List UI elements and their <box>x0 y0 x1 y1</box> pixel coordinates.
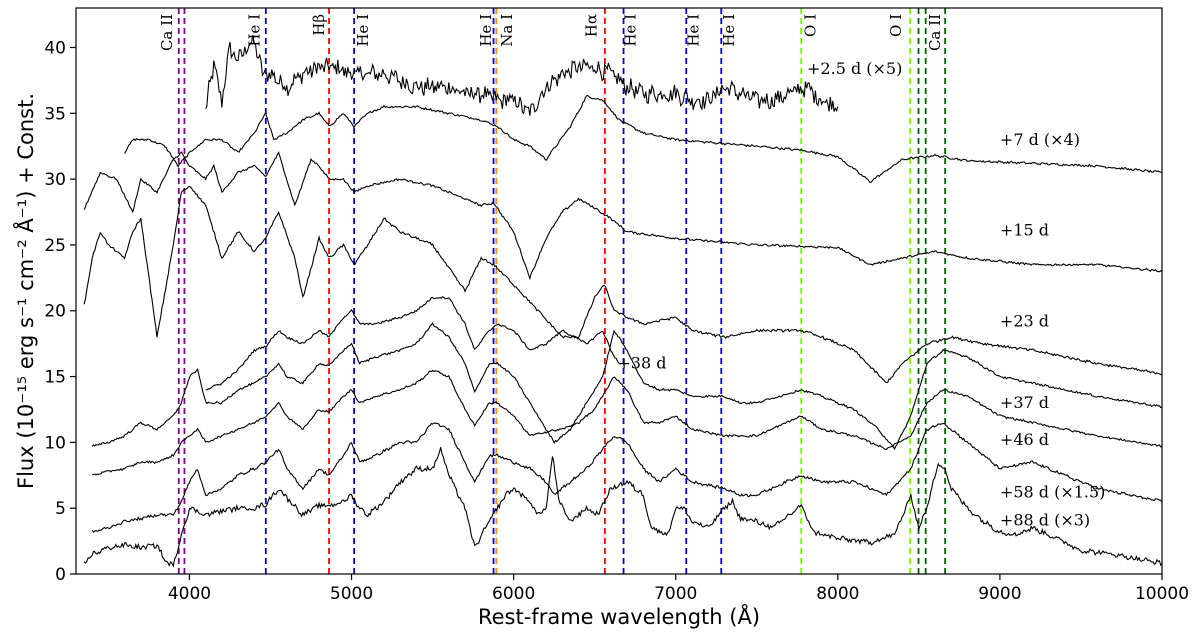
line-id-label: He I <box>477 14 495 47</box>
line-id-label: Ca II <box>926 14 944 51</box>
line-id-label: He I <box>245 14 263 47</box>
x-tick-label: 6000 <box>492 584 535 604</box>
line-id-label: Hβ <box>310 14 328 36</box>
spectrum-line <box>91 422 1163 534</box>
spectrum-line <box>205 295 620 391</box>
y-tick-label: 5 <box>55 499 66 519</box>
y-tick-label: 0 <box>55 565 66 585</box>
spectrum-line <box>83 185 1163 384</box>
y-tick-label: 15 <box>44 368 66 388</box>
spectra-epoch-labels: +2.5 d (×5) +7 d (×4) +15 d +23 d +38 d +37 d… <box>617 59 1105 529</box>
spectrum-line <box>83 151 1163 281</box>
y-tick-label: 35 <box>44 104 66 124</box>
line-identification-markers <box>177 8 947 574</box>
spectrum-epoch-label: +58 d (×1.5) <box>1000 483 1106 502</box>
spectrum-line <box>83 447 1163 568</box>
y-axis: 0 5 10 15 20 25 30 35 40 <box>44 38 76 585</box>
x-axis: 4000 5000 6000 7000 8000 9000 10000 <box>168 574 1189 604</box>
line-id-label: O I <box>801 14 819 37</box>
spectrum-epoch-label: +37 d <box>1000 393 1049 412</box>
spectrum-epoch-label: +23 d <box>1000 312 1049 331</box>
spectrum-line <box>124 94 1163 184</box>
x-tick-label: 7000 <box>654 584 697 604</box>
spectrum-line <box>91 322 1163 451</box>
line-id-label: He I <box>621 14 639 47</box>
spectrum-line <box>92 369 1163 476</box>
y-tick-label: 10 <box>44 433 66 453</box>
x-tick-label: 10000 <box>1135 584 1189 604</box>
x-tick-label: 8000 <box>816 584 859 604</box>
spectrum-epoch-label: +15 d <box>1000 221 1049 240</box>
line-id-label: Hα <box>582 14 600 37</box>
line-id-label: Ca II <box>158 14 176 51</box>
spectrum-epoch-label: +38 d <box>617 354 666 373</box>
spectrum-epoch-label: +7 d (×4) <box>1000 130 1080 149</box>
line-id-label: He I <box>720 14 738 47</box>
spectrum-epoch-label: +46 d <box>1000 430 1049 449</box>
y-tick-label: 20 <box>44 302 66 322</box>
x-tick-label: 4000 <box>168 584 211 604</box>
y-tick-label: 30 <box>44 170 66 190</box>
x-tick-label: 5000 <box>330 584 373 604</box>
spectrum-epoch-label: +88 d (×3) <box>1000 510 1090 529</box>
x-axis-title: Rest-frame wavelength (Å) <box>478 603 760 629</box>
spectrum-line <box>205 34 839 116</box>
y-axis-title: Flux (10⁻¹⁵ erg s⁻¹ cm⁻² Å⁻¹) + Const. <box>12 93 38 489</box>
line-id-label: O I <box>887 14 905 37</box>
line-id-label: Na I <box>498 14 516 47</box>
x-tick-label: 9000 <box>978 584 1021 604</box>
y-tick-label: 40 <box>44 38 66 58</box>
line-id-label: He I <box>685 14 703 47</box>
line-id-label: He I <box>354 14 372 47</box>
spectra-series <box>83 34 1163 568</box>
y-tick-label: 25 <box>44 236 66 256</box>
plot-frame <box>75 7 1163 575</box>
spectrum-epoch-label: +2.5 d (×5) <box>807 59 902 78</box>
